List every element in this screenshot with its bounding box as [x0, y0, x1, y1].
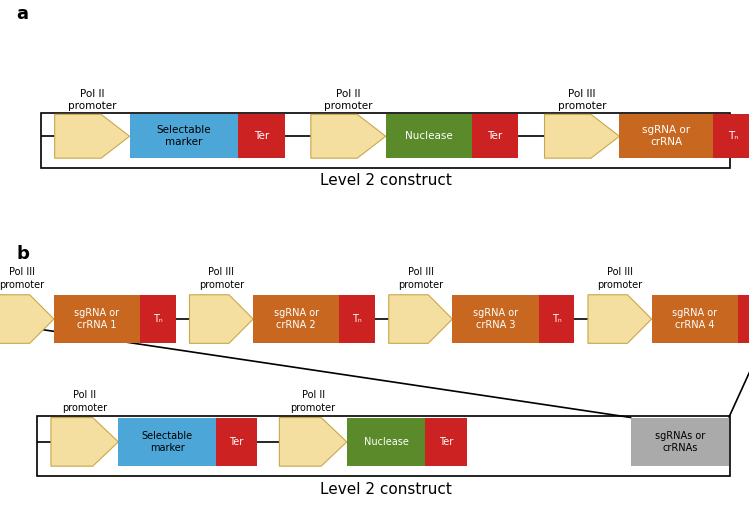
Text: Tₙ: Tₙ: [153, 314, 163, 324]
Text: sgRNAs or
crRNAs: sgRNAs or crRNAs: [655, 431, 706, 453]
Bar: [472, 114, 518, 158]
Bar: [216, 417, 257, 466]
Text: Pol III: Pol III: [407, 267, 434, 277]
Text: sgRNA or
crRNA 3: sgRNA or crRNA 3: [473, 308, 518, 330]
Text: Ter: Ter: [488, 131, 503, 141]
Text: Ter: Ter: [254, 131, 269, 141]
Bar: [425, 417, 467, 466]
Text: Pol II: Pol II: [80, 88, 104, 98]
Bar: [54, 295, 140, 343]
Text: promoter: promoter: [291, 403, 336, 413]
Bar: [539, 295, 574, 343]
Bar: [238, 114, 285, 158]
Bar: [386, 114, 472, 158]
Text: Tₙ: Tₙ: [352, 314, 363, 324]
Text: promoter: promoter: [324, 101, 372, 111]
Bar: [713, 114, 749, 158]
Text: Nuclease: Nuclease: [405, 131, 452, 141]
Text: sgRNA or
crRNA 2: sgRNA or crRNA 2: [273, 308, 319, 330]
Text: b: b: [16, 245, 29, 263]
Bar: [347, 417, 425, 466]
Polygon shape: [279, 417, 347, 466]
Text: Nuclease: Nuclease: [364, 437, 408, 447]
Bar: [339, 295, 375, 343]
Text: promoter: promoter: [68, 101, 116, 111]
Text: Pol III: Pol III: [568, 88, 595, 98]
Text: Pol II: Pol II: [302, 389, 324, 399]
Text: Selectable
marker: Selectable marker: [157, 125, 211, 147]
Text: Ter: Ter: [439, 437, 453, 447]
Text: Selectable
marker: Selectable marker: [142, 431, 192, 453]
Polygon shape: [389, 295, 452, 343]
Bar: [631, 417, 729, 466]
Bar: [41, 113, 730, 168]
Bar: [118, 417, 216, 466]
Bar: [253, 295, 339, 343]
Text: a: a: [16, 5, 28, 23]
Bar: [140, 295, 176, 343]
Text: promoter: promoter: [597, 280, 643, 290]
Text: Tₙ: Tₙ: [729, 131, 739, 141]
Polygon shape: [0, 295, 54, 343]
Polygon shape: [51, 417, 118, 466]
Bar: [738, 295, 749, 343]
Text: promoter: promoter: [62, 403, 107, 413]
Polygon shape: [311, 114, 386, 158]
Text: Pol II: Pol II: [73, 389, 96, 399]
Text: sgRNA or
crRNA: sgRNA or crRNA: [642, 125, 691, 147]
Text: sgRNA or
crRNA 1: sgRNA or crRNA 1: [74, 308, 120, 330]
Text: Pol III: Pol III: [9, 267, 35, 277]
Text: Pol III: Pol III: [208, 267, 234, 277]
Text: Pol II: Pol II: [336, 88, 360, 98]
Polygon shape: [55, 114, 130, 158]
Text: Pol III: Pol III: [607, 267, 633, 277]
Text: promoter: promoter: [398, 280, 443, 290]
Bar: [652, 295, 738, 343]
Text: promoter: promoter: [0, 280, 45, 290]
Polygon shape: [545, 114, 619, 158]
Text: sgRNA or
crRNA 4: sgRNA or crRNA 4: [672, 308, 718, 330]
Text: Tₙ: Tₙ: [551, 314, 562, 324]
Text: Level 2 construct: Level 2 construct: [320, 482, 452, 497]
Bar: [619, 114, 713, 158]
Polygon shape: [588, 295, 652, 343]
Text: promoter: promoter: [198, 280, 244, 290]
Bar: [37, 416, 730, 476]
Text: Ter: Ter: [229, 437, 243, 447]
Text: promoter: promoter: [558, 101, 606, 111]
Bar: [452, 295, 539, 343]
Polygon shape: [189, 295, 253, 343]
Text: Level 2 construct: Level 2 construct: [320, 173, 452, 188]
Bar: [130, 114, 238, 158]
